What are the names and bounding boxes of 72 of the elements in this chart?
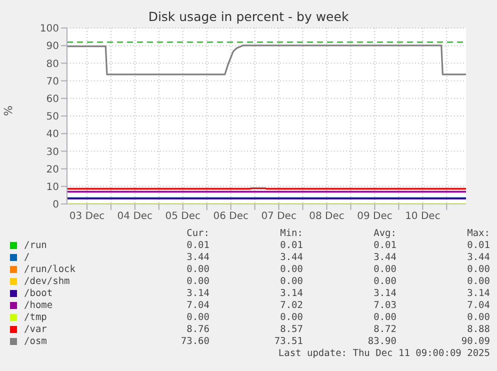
text: 83.90 [366, 335, 396, 347]
text: Avg: [372, 227, 396, 239]
legend-label: /osm [24, 335, 48, 347]
text: 0.00 [372, 275, 396, 287]
legend-label: /run/lock [24, 263, 76, 275]
x-tick-label: 05 Dec [165, 211, 201, 222]
text: 0.00 [372, 263, 396, 275]
text: 7.04 [466, 299, 490, 311]
y-tick-label: 10 [46, 182, 59, 193]
text: 0.00 [466, 275, 490, 287]
text: 0.01 [466, 239, 490, 251]
legend-label: /home [24, 299, 54, 311]
text: 3.14 [372, 287, 396, 299]
y-axis-title: % [2, 106, 15, 116]
text: 3.14 [186, 287, 210, 299]
y-tick-label: 60 [46, 94, 59, 105]
text: 90.09 [460, 335, 490, 347]
y-tick-label: 90 [46, 41, 59, 52]
text: 0.01 [186, 239, 210, 251]
text: 0.00 [279, 275, 303, 287]
text: 3.44 [372, 251, 396, 263]
text: 0.00 [466, 263, 490, 275]
text: 0.00 [279, 311, 303, 323]
text: 3.44 [279, 251, 303, 263]
text: 3.44 [466, 251, 490, 263]
text: 0.00 [186, 275, 210, 287]
y-tick-label: 0 [52, 200, 59, 211]
text: 73.60 [180, 335, 210, 347]
text: 3.44 [186, 251, 210, 263]
text: 8.76 [186, 323, 210, 335]
text: 0.00 [372, 311, 396, 323]
text: 7.03 [372, 299, 396, 311]
text: 8.88 [466, 323, 490, 335]
y-tick-label: 80 [46, 58, 59, 70]
legend-label: /tmp [24, 311, 48, 323]
legend-label: /boot [24, 287, 54, 299]
text: Cur: [186, 227, 210, 239]
y-tick-label: 100 [40, 24, 59, 35]
text: 0.00 [186, 263, 210, 275]
legend-label: /dev/shm [24, 275, 71, 287]
text: 8.57 [279, 323, 303, 335]
x-tick-label: 07 Dec [261, 211, 296, 222]
chart-title: Disk usage in percent - by week [147, 9, 350, 24]
legend-label: /run [24, 239, 48, 251]
y-tick-label: 40 [46, 129, 59, 140]
text: 0.00 [186, 311, 210, 323]
text: 0.01 [372, 239, 396, 251]
x-tick-label: 10 Dec [405, 211, 440, 222]
x-tick-label: 04 Dec [117, 211, 153, 222]
text: 0.00 [466, 311, 490, 323]
text: 7.04 [186, 299, 210, 311]
text: Last update: Thu Dec 11 09:00:09 2025 [277, 347, 490, 359]
text: 7.02 [279, 299, 303, 311]
legend-label: /var [24, 323, 48, 335]
x-tick-label: 03 Dec [69, 211, 105, 222]
x-tick-label: 09 Dec [357, 211, 392, 222]
y-tick-label: 50 [46, 112, 59, 123]
text: 73.51 [273, 335, 303, 347]
text: 0.00 [279, 263, 303, 275]
y-tick-label: 30 [46, 146, 59, 158]
y-tick-label: 20 [46, 164, 59, 176]
text: Min: [279, 227, 303, 239]
text: 8.72 [372, 323, 396, 335]
text: 0.01 [279, 239, 303, 251]
text: 3.14 [466, 287, 490, 299]
line-series [67, 44, 466, 76]
x-tick-label: 08 Dec [309, 211, 344, 222]
text: Max: [466, 227, 490, 239]
text: 3.14 [279, 287, 303, 299]
legend-label: / [24, 251, 31, 263]
y-tick-label: 70 [46, 76, 59, 88]
x-tick-label: 06 Dec [213, 211, 248, 222]
